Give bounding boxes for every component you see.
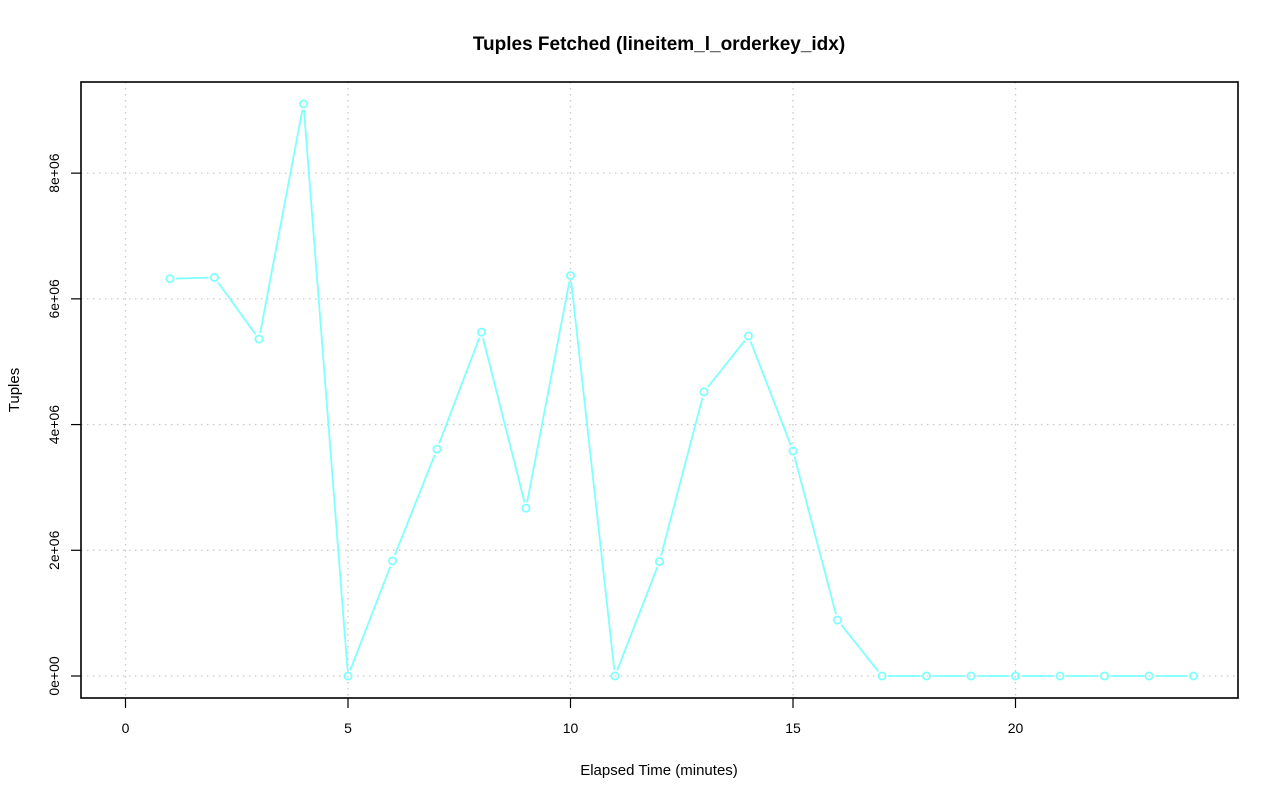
data-point <box>566 271 576 281</box>
grid <box>81 82 1238 698</box>
data-point <box>922 671 932 681</box>
x-tick-label: 0 <box>122 720 130 736</box>
series-line-segment <box>482 337 526 503</box>
series-line-segment <box>259 109 304 334</box>
data-point <box>610 671 620 681</box>
x-tick-label: 10 <box>563 720 579 736</box>
series-line-segment <box>303 109 349 671</box>
chart-title: Tuples Fetched (lineitem_l_orderkey_idx) <box>473 34 845 55</box>
y-tick-label: 0e+00 <box>46 656 62 696</box>
data-point <box>1189 671 1199 681</box>
series-line-segment <box>175 276 209 280</box>
data-point <box>1100 671 1110 681</box>
series-line-segment <box>707 340 746 388</box>
series-line-segment <box>438 337 481 444</box>
data-point <box>387 556 397 566</box>
data-point <box>1011 671 1021 681</box>
data-point <box>655 557 665 567</box>
data-point <box>521 503 531 513</box>
data-point <box>254 334 264 344</box>
plot-frame <box>80 81 1239 699</box>
series-line-segment <box>660 397 704 557</box>
data-point <box>298 99 308 109</box>
data-point <box>1055 671 1065 681</box>
data-point <box>432 444 442 454</box>
data-point <box>699 387 709 397</box>
y-tick-label: 6e+06 <box>46 279 62 319</box>
x-tick-label: 5 <box>344 720 352 736</box>
y-tick-label: 4e+06 <box>46 405 62 445</box>
y-tick-label: 8e+06 <box>46 153 62 193</box>
x-axis: 0 5 10 15 20 <box>122 698 1024 736</box>
y-axis: 0e+00 2e+06 4e+06 6e+06 8e+06 <box>46 153 81 696</box>
series-line-segment <box>840 624 879 672</box>
data-point <box>476 327 486 337</box>
series-line-segment <box>749 341 792 446</box>
data-point <box>209 272 219 282</box>
series-line-segment <box>616 566 659 671</box>
series-line-segment <box>526 281 571 503</box>
data-point <box>966 671 976 681</box>
x-tick-label: 15 <box>785 720 801 736</box>
x-tick-label: 20 <box>1008 720 1024 736</box>
data-point <box>744 331 754 341</box>
series-line-segment <box>793 456 837 615</box>
data-series <box>165 99 1199 681</box>
y-axis-label: Tuples <box>6 368 23 412</box>
y-tick-label: 2e+06 <box>46 530 62 570</box>
series-line-segment <box>217 281 257 335</box>
data-point <box>343 671 353 681</box>
series-line-segment <box>393 454 436 556</box>
data-point <box>788 446 798 456</box>
series-line-segment <box>570 281 616 671</box>
data-point <box>833 615 843 625</box>
data-point <box>877 671 887 681</box>
data-point <box>165 274 175 284</box>
series-line-segment <box>349 566 392 671</box>
data-point <box>1144 671 1154 681</box>
x-axis-label: Elapsed Time (minutes) <box>580 762 738 779</box>
